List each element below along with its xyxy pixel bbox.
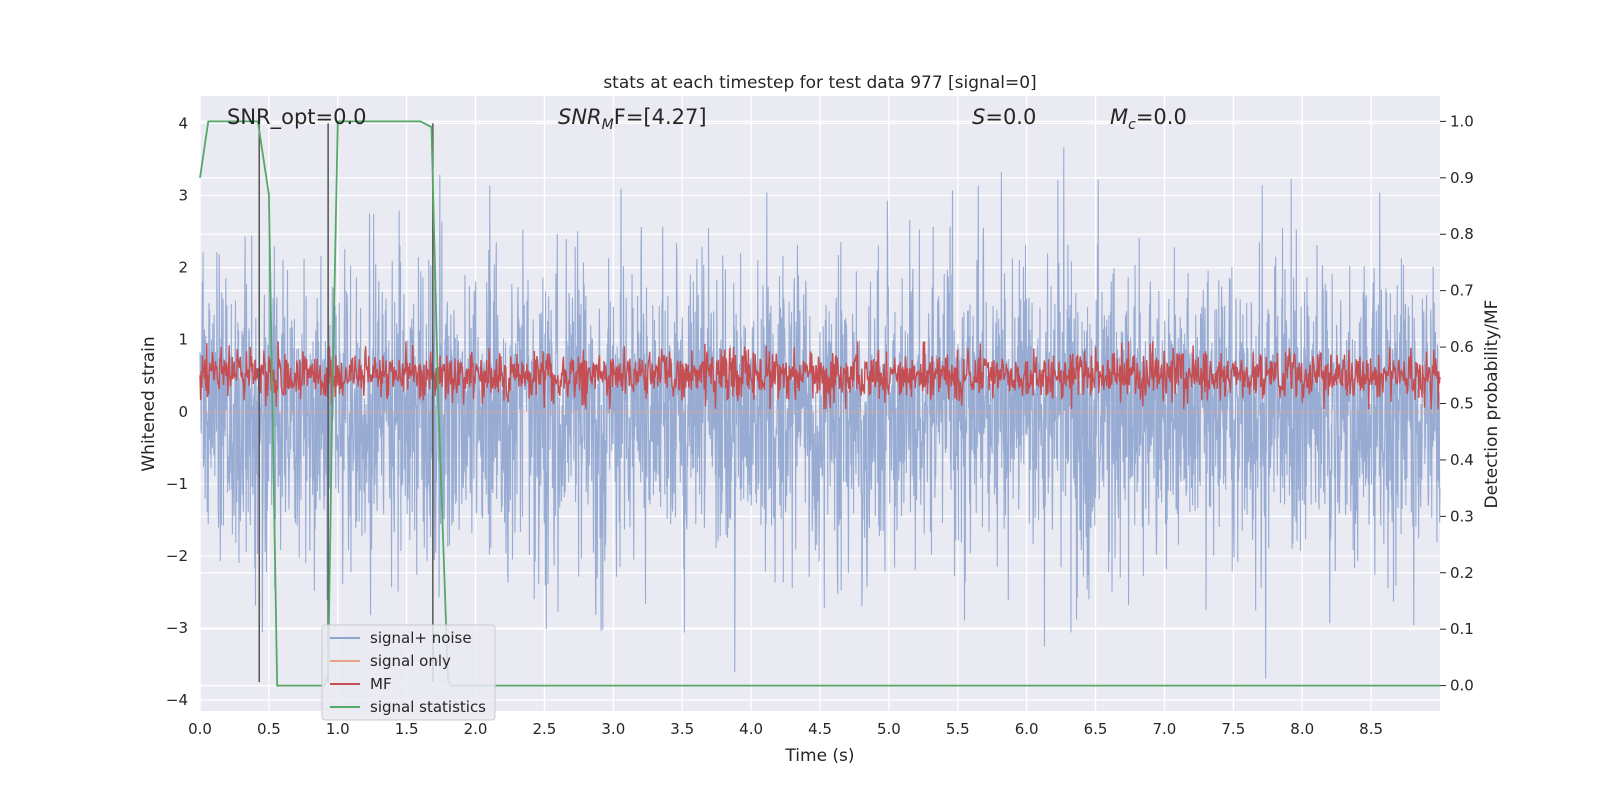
annotation-s-main: S (972, 105, 985, 129)
tick-labels: 0.0 0.5 1.0 1.5 2.0 2.5 3.0 3.5 4.0 4.5 5.0 5.5 6.0 6… (166, 112, 1474, 738)
y-tick-label-left: −2 (166, 547, 188, 565)
annotation-snr-opt: SNR_opt=0.0 (227, 105, 367, 130)
y-tick-label-right: 0.3 (1450, 507, 1474, 525)
annotation-snr-mf: SNRMF=[4.27] (558, 105, 707, 133)
x-tick-label: 2.0 (464, 720, 488, 738)
x-tick-label: 3.5 (670, 720, 694, 738)
x-tick-label: 8.5 (1359, 720, 1383, 738)
y-tick-label-right: 0.9 (1450, 169, 1474, 187)
x-tick-label: 5.0 (877, 720, 901, 738)
y-axis-label-right: Detection probability/MF (1482, 300, 1502, 509)
y-tick-label-right: 0.6 (1450, 338, 1474, 356)
annotation-snr-mf-sub: M (602, 117, 614, 133)
annotation-snr-mf-rest: F=[4.27] (614, 105, 707, 129)
x-tick-label: 1.0 (326, 720, 350, 738)
annotation-s-rest: =0.0 (985, 105, 1036, 129)
x-axis-label: Time (s) (784, 746, 854, 766)
y-tick-label-right: 1.0 (1450, 112, 1474, 130)
annotation-s: S=0.0 (972, 105, 1036, 129)
annotation-mc-main: M (1110, 105, 1128, 129)
y-tick-label-left: −4 (166, 691, 188, 709)
x-tick-label: 8.0 (1290, 720, 1314, 738)
x-tick-label: 4.5 (808, 720, 832, 738)
annotation-mc-rest: =0.0 (1136, 105, 1187, 129)
chart-title: stats at each timestep for test data 977… (603, 73, 1036, 93)
y-tick-label-left: 1 (178, 331, 188, 349)
y-tick-label-right: 0.4 (1450, 451, 1474, 469)
y-tick-label-right: 0.1 (1450, 620, 1474, 638)
x-tick-label: 3.0 (601, 720, 625, 738)
legend-label-signal-statistics: signal statistics (370, 698, 486, 716)
x-tick-label: 6.0 (1015, 720, 1039, 738)
annotation-mc: Mc=0.0 (1110, 105, 1187, 133)
legend-label-mf: MF (370, 675, 392, 693)
y-tick-label-right: 0.7 (1450, 282, 1474, 300)
x-tick-label: 2.5 (533, 720, 557, 738)
x-tick-label: 7.5 (1221, 720, 1245, 738)
y-tick-label-left: −3 (166, 619, 188, 637)
legend: signal+ noise signal only MF signal stat… (321, 624, 496, 721)
line-mf (199, 341, 1441, 410)
annotation-mc-sub: c (1128, 117, 1136, 133)
y-tick-label-left: 4 (178, 114, 188, 132)
y-tick-label-right: 0.0 (1450, 677, 1474, 695)
legend-box (321, 624, 496, 721)
x-tick-label: 1.5 (395, 720, 419, 738)
y-tick-label-right: 0.5 (1450, 395, 1474, 413)
x-tick-label: 0.5 (257, 720, 281, 738)
y-axis-label-left: Whitened strain (139, 336, 159, 471)
x-tick-label: 7.0 (1153, 720, 1177, 738)
annotation-snr-mf-main: SNR (558, 105, 602, 129)
series-mf (199, 341, 1441, 410)
y-tick-label-right: 0.8 (1450, 225, 1474, 243)
x-tick-label: 0.0 (188, 720, 212, 738)
y-tick-label-left: −1 (166, 475, 188, 493)
legend-label-signal-noise: signal+ noise (370, 629, 472, 647)
y-tick-label-left: 2 (178, 259, 188, 277)
x-tick-label: 4.0 (739, 720, 763, 738)
x-tick-label: 6.5 (1084, 720, 1108, 738)
y-tick-label-left: 0 (178, 403, 188, 421)
y-tick-label-left: 3 (178, 186, 188, 204)
legend-label-signal-only: signal only (370, 652, 451, 670)
y-tick-label-right: 0.2 (1450, 564, 1474, 582)
x-tick-label: 5.5 (946, 720, 970, 738)
